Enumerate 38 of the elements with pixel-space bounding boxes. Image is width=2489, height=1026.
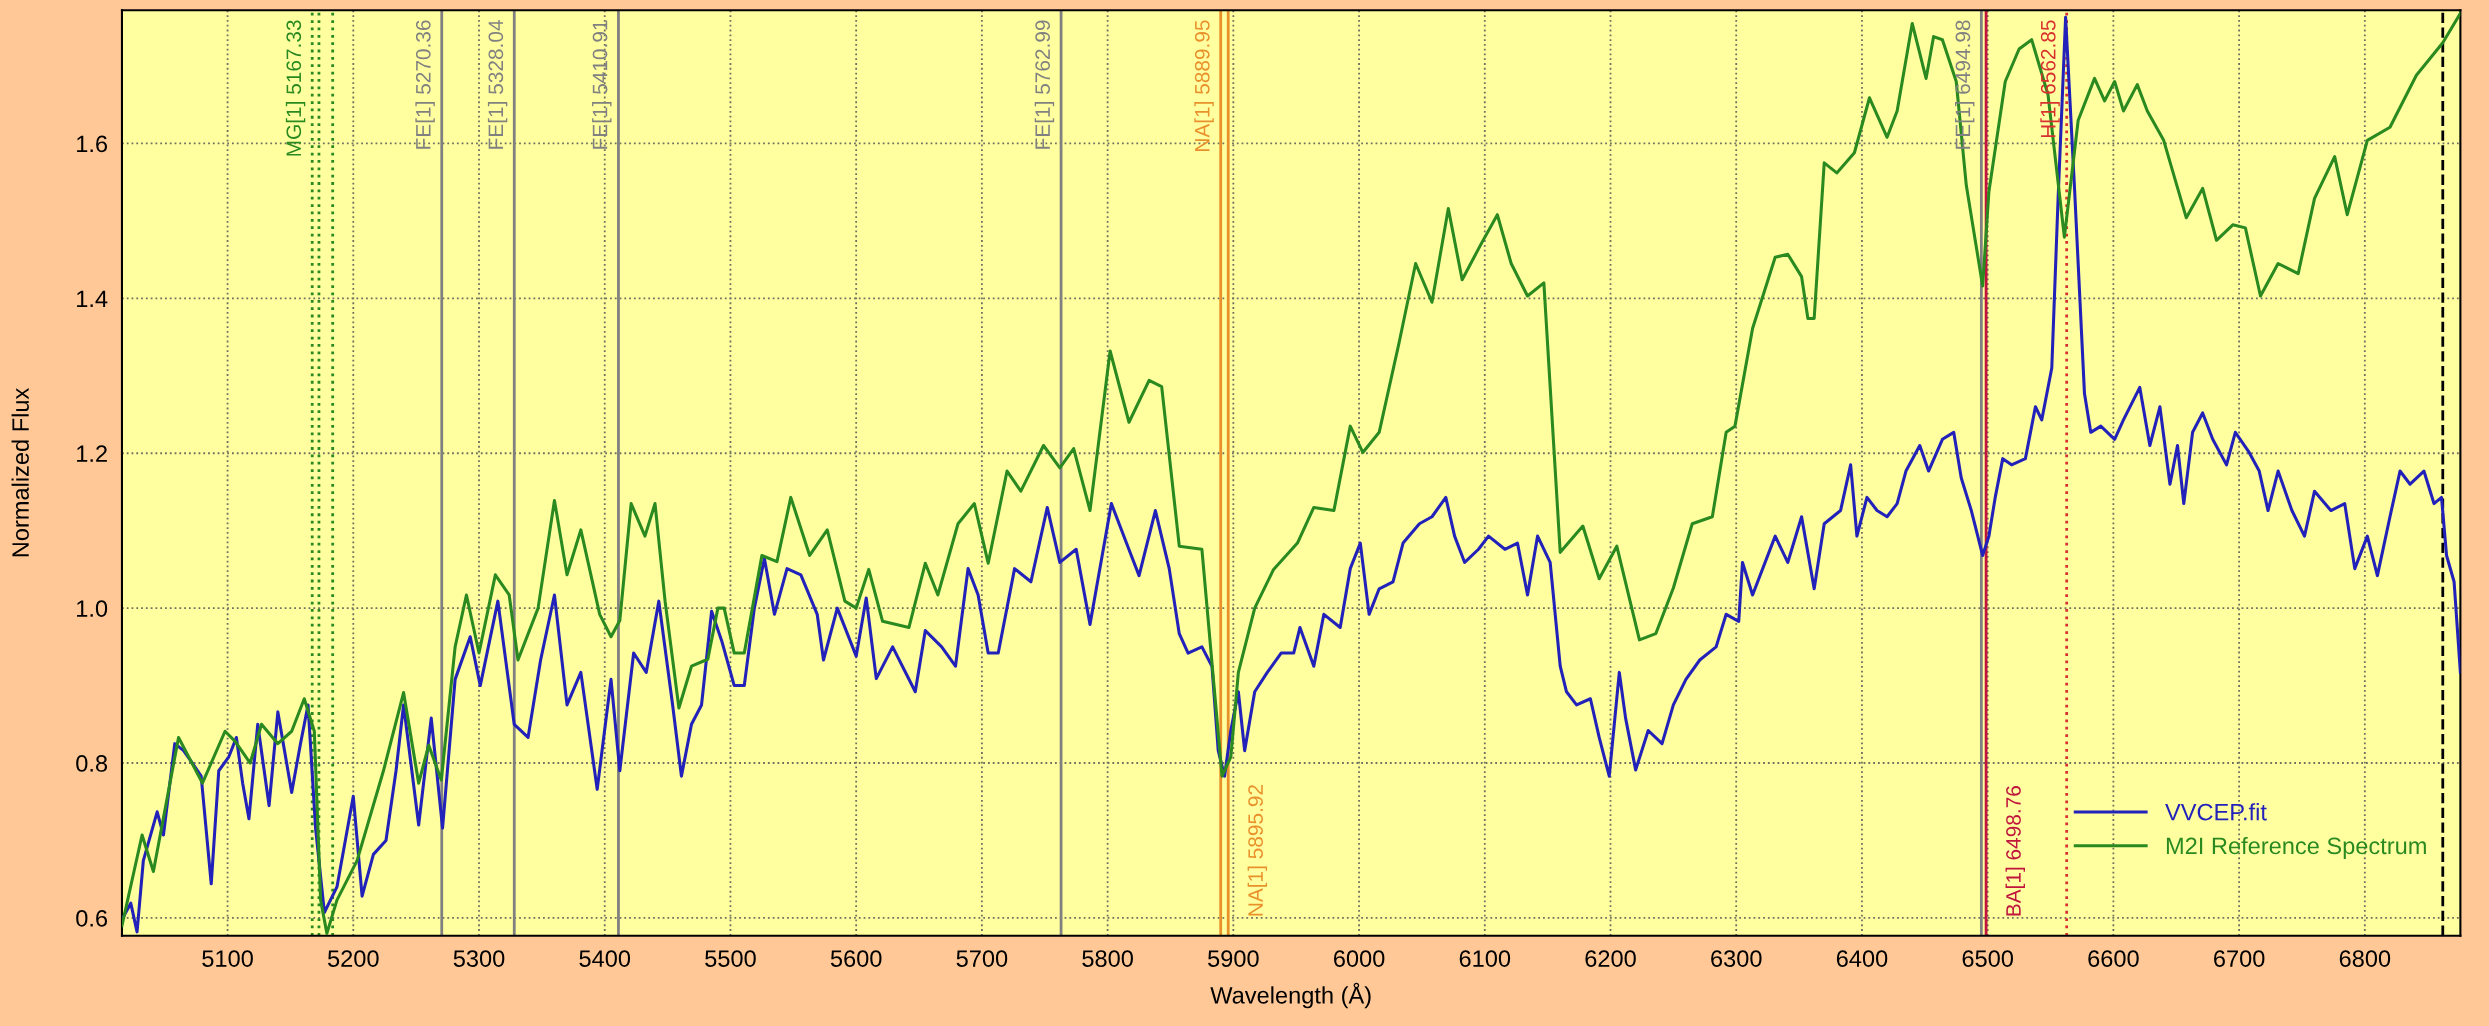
ref-line-label: FE[1] 5328.04 [487,20,508,149]
y-tick-label: 1.2 [77,445,107,462]
y-axis-title: Normalized Flux [11,387,29,557]
ref-line-label: NA[1] 5895.92 [1247,785,1268,916]
x-tick-label: 5300 [453,950,505,967]
y-tick-label: 1.6 [77,135,108,153]
x-tick-label: 5400 [579,950,631,967]
x-tick-label: 6800 [2339,950,2391,967]
ref-line-label: MG[1] 5167.33 [285,20,306,156]
x-tick-label: 5100 [202,950,253,967]
y-tick-label: 1.0 [77,600,108,617]
x-tick-label: 5700 [956,950,1008,967]
y-tick-label: 1.4 [77,290,108,307]
legend-label: M2I Reference Spectrum [2166,836,2426,859]
x-tick-label: 6000 [1334,950,1385,967]
y-tick-label: 0.8 [76,755,108,772]
x-tick-label: 5800 [1082,950,1133,967]
ref-line-label: FE[1] 5410.91 [592,20,612,149]
x-tick-label: 6600 [2088,950,2139,967]
x-tick-label: 6100 [1459,950,1511,967]
y-tick-label: 0.6 [76,909,108,927]
x-tick-label: 5500 [705,950,756,967]
ref-line-label: NA[1] 5889.95 [1194,20,1214,151]
x-tick-label: 6300 [1711,950,1762,967]
ref-line-label: FE[1] 6494.98 [1954,20,1975,149]
ref-line-label: FE[1] 5270.36 [415,20,435,149]
ref-line-label: H[1] 6562.85 [2040,20,2060,138]
x-tick-label: 6700 [2214,950,2265,967]
ref-line-label: FE[1] 5762.99 [1034,20,1055,149]
x-tick-label: 5600 [830,950,882,967]
x-tick-label: 6200 [1585,950,1636,967]
legend-label: VVCEP.fit [2165,803,2267,821]
x-tick-label: 5200 [327,950,379,967]
x-axis-title: Wavelength (Å) [1210,982,1371,1009]
x-tick-label: 5900 [1208,950,1259,967]
x-tick-label: 6500 [1962,950,2014,967]
x-tick-label: 6400 [1836,950,1888,967]
ref-line-label: BA[1] 6498.76 [2005,786,2025,916]
